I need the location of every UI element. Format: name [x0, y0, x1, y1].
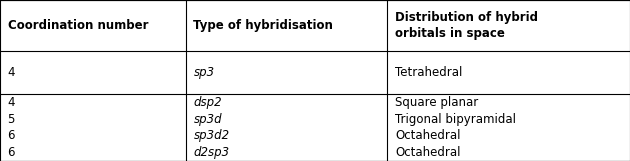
Text: Distribution of hybrid
orbitals in space: Distribution of hybrid orbitals in space [395, 11, 538, 40]
Text: 6: 6 [8, 129, 15, 142]
Text: 5: 5 [8, 113, 15, 126]
Text: Coordination number: Coordination number [8, 19, 148, 32]
Text: sp3d2: sp3d2 [193, 129, 229, 142]
Text: Octahedral: Octahedral [395, 146, 461, 159]
Text: 4: 4 [8, 96, 15, 109]
Text: Type of hybridisation: Type of hybridisation [193, 19, 333, 32]
Text: 6: 6 [8, 146, 15, 159]
Text: Tetrahedral: Tetrahedral [395, 66, 462, 79]
Text: Octahedral: Octahedral [395, 129, 461, 142]
Text: sp3: sp3 [193, 66, 215, 79]
Text: d2sp3: d2sp3 [193, 146, 229, 159]
Text: sp3d: sp3d [193, 113, 222, 126]
Text: 4: 4 [8, 66, 15, 79]
Text: Trigonal bipyramidal: Trigonal bipyramidal [395, 113, 516, 126]
Text: dsp2: dsp2 [193, 96, 222, 109]
Text: Square planar: Square planar [395, 96, 478, 109]
